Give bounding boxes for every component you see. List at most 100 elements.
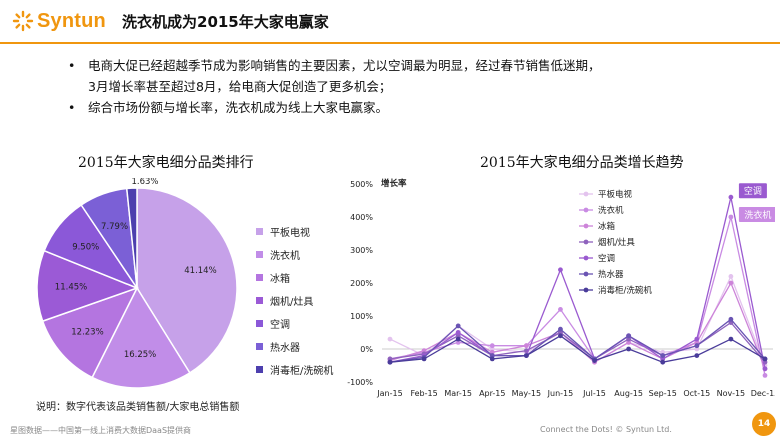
y-tick-label: 300% — [350, 246, 373, 255]
legend-label: 洗衣机 — [270, 251, 300, 262]
series-point — [489, 349, 495, 355]
pie-slice — [91, 286, 191, 389]
legend-swatch — [256, 320, 263, 327]
bullet-text: 电商大促已经超越季节成为影响销售的主要因素，尤以空调最为明显，经过春节销售低迷期… — [88, 58, 601, 73]
legend-label: 平板电视 — [270, 228, 310, 239]
legend-swatch — [256, 297, 263, 304]
series-point — [660, 353, 666, 358]
bullet-text: 3月增长率甚至超过8月，给电商大促创造了更多机会； — [88, 79, 392, 94]
series-point — [387, 356, 393, 362]
series-point — [558, 326, 563, 332]
legend-item: 热水器 — [256, 335, 333, 358]
bullet-item-continued: 3月增长率甚至超过8月，给电商大促创造了更多机会； — [68, 76, 758, 97]
page-title: 洗衣机成为2015年大家电赢家 — [122, 13, 329, 31]
line-chart-title: 2015年大家电细分品类增长趋势 — [480, 155, 684, 171]
x-tick-label: Nov-15 — [717, 389, 745, 398]
x-tick-label: Aug-15 — [614, 389, 643, 398]
legend-swatch — [256, 228, 263, 235]
legend-item: 烟机/灶具 — [256, 289, 333, 312]
logo-text: Syntun — [37, 9, 106, 32]
series-point — [626, 333, 632, 339]
series-point — [455, 333, 461, 339]
bullet-list: • 电商大促已经超越季节成为影响销售的主要因素，尤以空调最为明显，经过春节销售低… — [68, 55, 758, 118]
footer-left: 星图数据——中国第一线上消费大数据DaaS提供商 — [10, 426, 192, 435]
series-point — [558, 267, 563, 273]
pie-value-label: 7.79% — [101, 222, 128, 232]
callout-label: 洗衣机 — [744, 209, 771, 221]
pie-value-label: 1.63% — [131, 178, 158, 187]
series-point — [728, 316, 734, 322]
series-point — [660, 356, 666, 362]
legend-swatch — [256, 251, 263, 258]
series-point — [728, 214, 734, 220]
legend-swatch — [256, 343, 263, 350]
series-point — [762, 373, 768, 378]
header-divider — [0, 42, 780, 44]
pie-slice — [36, 249, 140, 323]
legend-label: 冰箱 — [270, 274, 290, 285]
x-tick-label: Mar-15 — [444, 389, 472, 398]
series-point — [421, 356, 427, 362]
pie-slice — [125, 187, 138, 289]
legend-marker — [583, 287, 589, 293]
y-tick-label: 400% — [350, 213, 373, 222]
series-point — [489, 343, 495, 349]
legend-marker — [583, 191, 589, 197]
series-point — [694, 353, 700, 358]
series-point — [660, 359, 666, 365]
legend-label: 消毒柜/洗碗机 — [270, 366, 334, 377]
series-point — [728, 194, 734, 200]
series-line — [389, 335, 766, 363]
legend-label: 烟机/灶具 — [270, 297, 314, 308]
bullet-item: • 电商大促已经超越季节成为影响销售的主要因素，尤以空调最为明显，经过春节销售低… — [68, 55, 758, 76]
series-point — [728, 280, 734, 286]
legend-label: 洗衣机 — [598, 205, 624, 216]
x-tick-label: Jun-15 — [547, 389, 574, 398]
sunburst-icon — [12, 10, 34, 32]
series-line — [389, 318, 766, 363]
legend-label: 冰箱 — [598, 221, 616, 232]
series-point — [762, 366, 768, 372]
series-point — [558, 333, 563, 339]
pie-slice — [41, 286, 139, 379]
legend-marker — [583, 255, 589, 261]
series-point — [694, 343, 700, 349]
callout-box — [738, 183, 767, 199]
x-tick-label: Sep-15 — [649, 389, 677, 398]
series-point — [626, 336, 632, 342]
bullet-dot: • — [68, 100, 76, 115]
x-tick-label: Oct-15 — [683, 389, 710, 398]
series-point — [694, 346, 700, 352]
legend-item: 空调 — [256, 312, 333, 335]
y-tick-label: 0% — [360, 345, 373, 354]
pie-value-label: 9.50% — [72, 242, 99, 252]
y-tick-label: 500% — [350, 180, 373, 189]
x-tick-label: Jul-15 — [582, 389, 606, 398]
legend-marker — [583, 223, 589, 229]
legend-label: 热水器 — [598, 269, 624, 280]
legend-item: 冰箱 — [256, 266, 333, 289]
legend-item: 平板电视 — [256, 220, 333, 243]
legend-label: 消毒柜/洗碗机 — [598, 285, 652, 296]
legend-swatch — [256, 366, 263, 373]
pie-legend: 平板电视洗衣机冰箱烟机/灶具空调 热水器消毒柜/洗碗机 — [256, 220, 333, 381]
legend-label: 空调 — [598, 253, 615, 264]
series-point — [455, 330, 461, 335]
bullet-text: 综合市场份额与增长率，洗衣机成为线上大家电赢家。 — [88, 100, 389, 115]
series-point — [728, 274, 734, 279]
series-point — [455, 323, 461, 329]
series-point — [626, 346, 632, 352]
series-line — [389, 216, 766, 376]
x-tick-label: May-15 — [512, 389, 541, 398]
series-point — [558, 307, 563, 312]
series-line — [389, 281, 766, 370]
callout-label: 空调 — [744, 185, 762, 197]
series-point — [489, 356, 495, 362]
legend-label: 烟机/灶具 — [598, 237, 635, 248]
x-tick-label: Feb-15 — [410, 389, 437, 398]
series-point — [592, 358, 597, 363]
pie-value-label: 16.25% — [124, 350, 156, 360]
callout-box — [738, 207, 775, 222]
series-point — [694, 340, 700, 345]
series-point — [660, 349, 666, 355]
